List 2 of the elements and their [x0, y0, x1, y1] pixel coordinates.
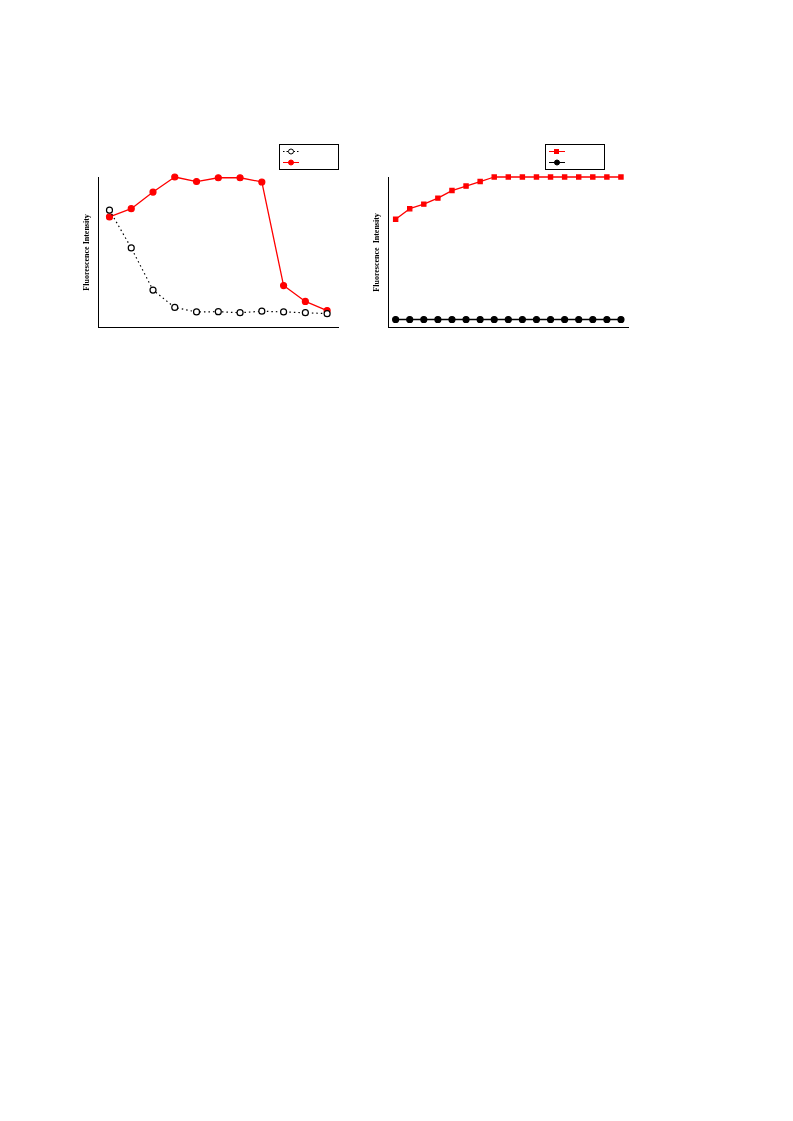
- y-axis-title: Fluorescence Intensity: [371, 213, 381, 292]
- y-axis-title: Fluorescence Intensity: [81, 214, 91, 291]
